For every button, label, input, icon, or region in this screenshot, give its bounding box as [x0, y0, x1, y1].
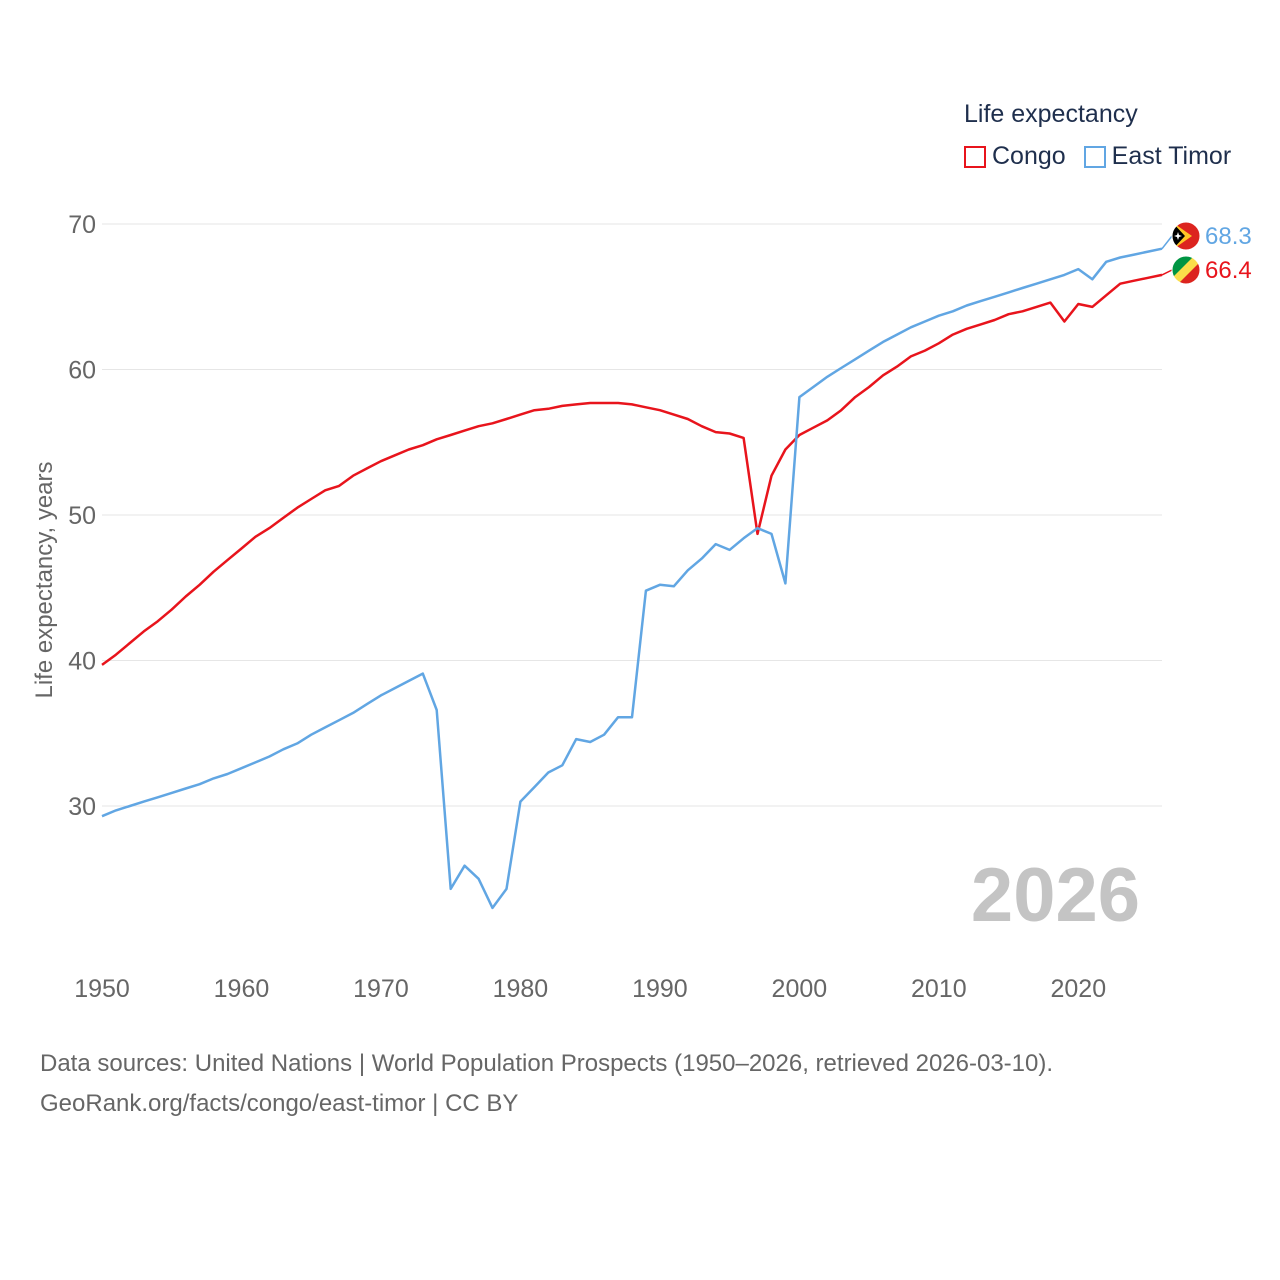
connector-east-timor [1161, 235, 1173, 250]
y-tick-label-60: 60 [68, 357, 96, 385]
legend-item-congo[interactable]: Congo [964, 142, 1066, 171]
x-tick-label-1980: 1980 [493, 975, 549, 1003]
legend-label-congo: Congo [992, 142, 1066, 170]
y-tick-label-70: 70 [68, 211, 96, 239]
series-line-east-timor[interactable] [101, 247, 1163, 910]
x-axis: 1950 1960 1970 1980 1990 2000 2010 2020 [74, 975, 1106, 1003]
attribution-text: GeoRank.org/facts/congo/east-timor | CC … [40, 1090, 519, 1117]
x-tick-label-1950: 1950 [74, 975, 130, 1003]
east-timor-flag-icon [1171, 221, 1201, 251]
footer: Data sources: United Nations | World Pop… [40, 1044, 1053, 1124]
x-tick-label-2000: 2000 [772, 975, 828, 1003]
x-tick-label-2010: 2010 [911, 975, 967, 1003]
end-value-label-east-timor: 68.3 [1205, 223, 1252, 250]
y-axis-label: Life expectancy, years [31, 461, 58, 698]
legend-swatch-east-timor [1083, 145, 1106, 168]
legend: Congo East Timor [964, 142, 1249, 171]
y-axis: 30 40 50 60 70 [68, 211, 96, 821]
x-tick-label-1990: 1990 [632, 975, 688, 1003]
current-year-label: 2026 [970, 853, 1140, 938]
end-value-label-congo: 66.4 [1205, 257, 1252, 284]
x-tick-label-1960: 1960 [214, 975, 270, 1003]
congo-flag-icon [1171, 255, 1201, 285]
series-end-markers: 66.4 68.3 [1161, 221, 1252, 285]
connector-congo [1161, 269, 1173, 276]
y-tick-label-30: 30 [68, 793, 96, 821]
x-tick-label-1970: 1970 [353, 975, 409, 1003]
legend-item-east-timor[interactable]: East Timor [1083, 142, 1232, 171]
series-line-congo[interactable] [101, 273, 1163, 666]
y-tick-label-40: 40 [68, 648, 96, 676]
legend-title: Life expectancy [964, 100, 1138, 128]
legend-label-east-timor: East Timor [1111, 142, 1232, 170]
x-tick-label-2020: 2020 [1051, 975, 1107, 1003]
y-tick-label-50: 50 [68, 502, 96, 530]
legend-swatch-congo [964, 145, 986, 168]
gridlines [102, 223, 1162, 807]
data-sources-text: Data sources: United Nations | World Pop… [40, 1050, 1054, 1077]
series-lines [101, 247, 1163, 910]
